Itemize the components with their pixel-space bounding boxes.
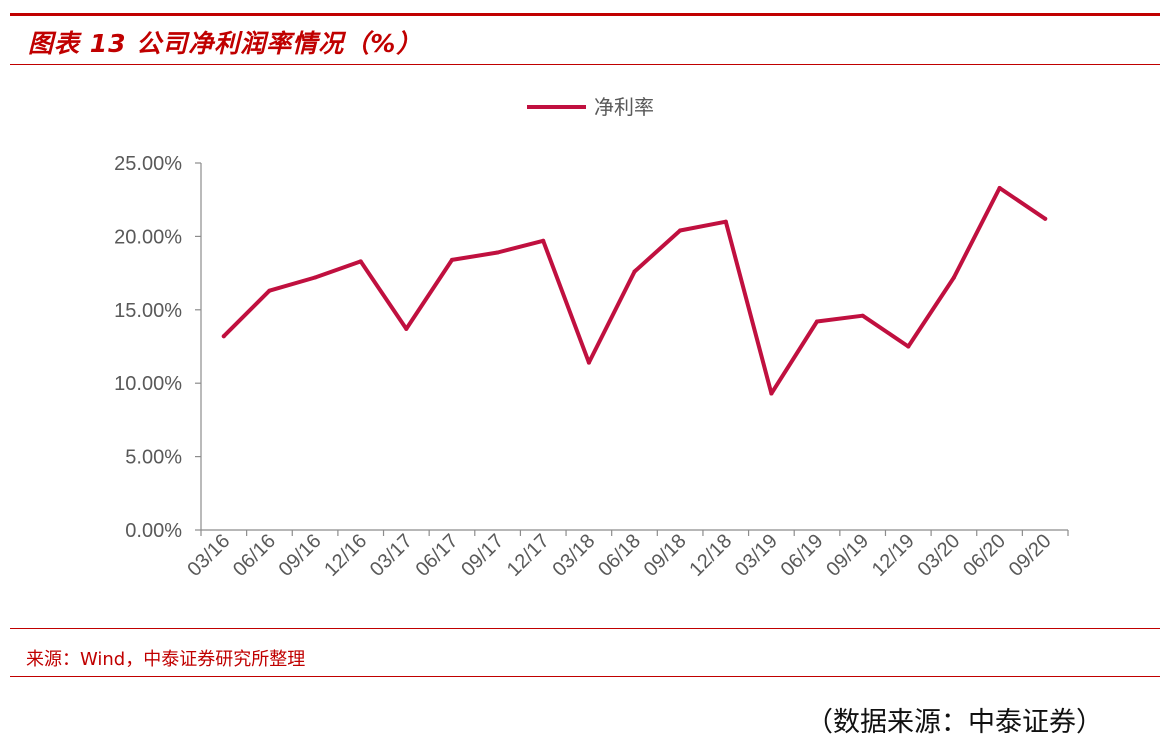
x-tick-label: 12/18 <box>685 530 736 581</box>
data-point <box>358 259 363 264</box>
x-tick-label: 06/16 <box>229 530 280 581</box>
data-point <box>678 228 683 233</box>
x-tick-label: 06/20 <box>959 530 1010 581</box>
legend-label-net-margin: 净利率 <box>594 95 654 119</box>
x-axis: 03/1606/1609/1612/1603/1706/1709/1712/17… <box>183 529 1069 581</box>
data-point <box>495 250 500 255</box>
y-axis: 0.00% 5.00% 10.00% 15.00% 20.00% 25.00% <box>114 153 202 542</box>
source-rule-bottom <box>10 676 1160 677</box>
x-tick-label: 12/16 <box>320 530 371 581</box>
top-rule <box>10 13 1160 16</box>
y-tick-label: 25.00% <box>114 153 182 175</box>
data-point <box>860 313 865 318</box>
title-rule <box>10 64 1160 65</box>
y-tick-label: 10.00% <box>114 373 182 395</box>
footer-note: （数据来源：中泰证券） <box>806 707 1103 738</box>
figure-title: 图表 13 公司净利润率情况（%） <box>28 29 423 58</box>
x-tick-label: 06/18 <box>594 530 645 581</box>
x-tick-label: 12/17 <box>503 530 554 581</box>
data-point <box>632 269 637 274</box>
y-tick-label: 20.00% <box>114 226 182 248</box>
x-tick-label: 09/19 <box>822 530 873 581</box>
x-tick-label: 03/19 <box>731 530 782 581</box>
data-point <box>313 275 318 280</box>
x-tick-label: 09/16 <box>275 530 326 581</box>
x-tick-label: 09/17 <box>457 530 508 581</box>
data-point <box>541 238 546 243</box>
y-tick-label: 15.00% <box>114 300 182 322</box>
data-point <box>404 326 409 331</box>
data-point <box>997 186 1002 190</box>
x-tick-label: 06/19 <box>777 530 828 581</box>
data-point <box>951 275 956 280</box>
x-tick-label: 03/18 <box>548 530 599 581</box>
chart-legend: 净利率 <box>527 95 654 119</box>
x-tick-label: 03/20 <box>914 530 965 581</box>
data-point <box>769 391 774 396</box>
x-tick-label: 06/17 <box>412 530 463 581</box>
data-point <box>450 257 454 262</box>
y-tick-label: 5.00% <box>125 447 182 469</box>
series-line-net-margin <box>221 186 1048 396</box>
x-tick-label: 12/19 <box>868 530 919 581</box>
data-point <box>906 344 911 349</box>
x-tick-label: 03/16 <box>183 530 234 581</box>
data-point <box>815 319 819 324</box>
data-point <box>586 360 591 365</box>
y-tick-label: 0.00% <box>125 520 182 542</box>
data-point <box>1043 216 1048 221</box>
x-tick-label: 03/17 <box>366 530 417 581</box>
x-tick-label: 09/20 <box>1005 530 1056 581</box>
series-layer <box>221 186 1048 396</box>
source-note: 来源：Wind，中泰证券研究所整理 <box>26 649 306 670</box>
data-point <box>267 288 272 293</box>
data-point <box>723 219 728 224</box>
source-rule-top <box>10 628 1160 629</box>
x-tick-label: 09/18 <box>640 530 691 581</box>
data-point <box>221 334 226 339</box>
